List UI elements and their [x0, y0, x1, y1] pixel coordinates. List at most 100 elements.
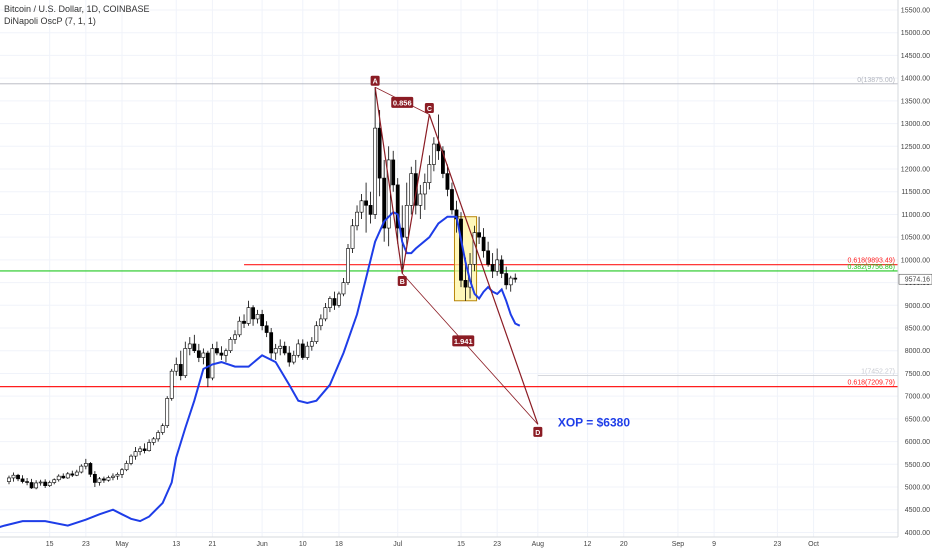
- candle-body: [29, 482, 34, 489]
- candle-body: [224, 350, 228, 356]
- y-tick-label: 14500.00: [901, 53, 930, 60]
- candle-body: [92, 474, 97, 483]
- candle-body: [160, 425, 165, 433]
- candle-body: [20, 478, 25, 482]
- y-tick-label: 4500.00: [905, 507, 930, 514]
- candle-body: [70, 473, 75, 476]
- candle-body: [138, 448, 142, 452]
- candle-body: [296, 343, 301, 356]
- y-tick-label: 10000.00: [901, 257, 930, 264]
- candle-body: [477, 232, 481, 238]
- candle-body: [264, 325, 269, 333]
- x-tick-label: 20: [620, 541, 628, 548]
- candle-body: [251, 307, 255, 320]
- candle-body: [201, 352, 206, 358]
- candle-body: [291, 354, 296, 363]
- candle-body: [147, 442, 152, 451]
- candle-body: [43, 481, 48, 486]
- candle-body: [273, 348, 278, 354]
- y-tick-label: 8500.00: [905, 326, 930, 333]
- candle-body: [215, 348, 219, 354]
- candle-body: [418, 193, 423, 206]
- x-tick-label: 21: [209, 541, 217, 548]
- pattern-point-label: D: [535, 430, 540, 437]
- candle-body: [187, 343, 192, 349]
- level-label: 1(7452.27): [861, 369, 895, 376]
- pattern-leg-BD: [401, 273, 539, 425]
- x-tick-label: 18: [335, 541, 343, 548]
- x-tick-label: Sep: [672, 541, 685, 548]
- ratio-label: 1.941: [454, 337, 473, 346]
- y-tick-label: 7500.00: [905, 371, 930, 378]
- candle-body: [115, 474, 120, 477]
- chart-grid: [0, 0, 898, 537]
- candle-body: [395, 184, 400, 229]
- candle-body: [422, 182, 427, 195]
- pattern-point-label: B: [400, 279, 405, 286]
- last-price-label: 9574.16: [905, 277, 930, 284]
- candle-body: [260, 314, 265, 327]
- candle-body: [350, 225, 355, 249]
- candle-body: [427, 164, 432, 183]
- candle-body: [373, 127, 378, 215]
- candle-body: [38, 481, 43, 484]
- x-tick-label: Oct: [808, 541, 819, 548]
- y-tick-label: 5000.00: [905, 485, 930, 492]
- candle-body: [25, 481, 29, 483]
- x-tick-label: 13: [172, 541, 180, 548]
- y-tick-label: 11500.00: [901, 189, 930, 196]
- candle-body: [328, 298, 332, 308]
- candle-body: [246, 307, 251, 324]
- candle-body: [404, 205, 409, 238]
- candle-body: [16, 474, 20, 480]
- pattern-point-badge: [397, 276, 407, 286]
- x-tick-label: 15: [46, 541, 54, 548]
- symbol-title: Bitcoin / U.S. Dollar, 1D, COINBASE: [4, 4, 150, 14]
- level-label: 0.618(7209.79): [848, 380, 895, 387]
- oscillator-line: [0, 210, 521, 529]
- candle-body: [52, 479, 57, 483]
- candle-body: [282, 345, 287, 354]
- candle-body: [300, 343, 305, 358]
- time-axis[interactable]: 15 23 May 13 21 Jun 10 18 Jul 15 23 Aug 12 20 Sep 9 23 Oc…: [0, 536, 898, 548]
- y-tick-label: 15000.00: [901, 30, 930, 37]
- candle-body: [318, 318, 323, 327]
- candle-body: [219, 352, 224, 356]
- candle-body: [508, 277, 513, 286]
- candle-body: [79, 465, 84, 473]
- y-tick-label: 6500.00: [905, 416, 930, 423]
- candle-body: [237, 320, 242, 336]
- fib-levels: 0(13875.00) 0.618(9893.49)0.382(9756.86) 1…: [0, 77, 898, 388]
- candle-body: [97, 478, 102, 483]
- candle-body: [34, 482, 39, 489]
- pattern-leg-BC: [401, 114, 430, 274]
- candle-body: [481, 236, 486, 252]
- candle-body: [323, 307, 328, 320]
- candle-body: [382, 177, 387, 229]
- candle-body: [156, 432, 161, 440]
- xabcd-pattern: A B C D 0.856 1.941 XOP = $6380: [370, 75, 630, 437]
- candle-body: [11, 474, 16, 479]
- candle-body: [364, 200, 368, 206]
- candle-body: [255, 314, 260, 320]
- candle-body: [111, 475, 115, 478]
- candle-body: [183, 348, 188, 377]
- candle-body: [409, 173, 414, 206]
- x-tick-label: 12: [584, 541, 592, 548]
- candle-body: [450, 189, 454, 211]
- candle-body: [88, 463, 93, 475]
- candle-body: [165, 398, 170, 426]
- candle-body: [359, 200, 364, 213]
- y-tick-label: 15500.00: [901, 8, 930, 15]
- candle-body: [228, 339, 233, 352]
- candle-body: [169, 370, 174, 399]
- x-tick-label: 9: [712, 541, 716, 548]
- pattern-point-label: C: [427, 106, 432, 113]
- indicator-legend: DiNapoli OscP (7, 1, 1): [4, 16, 96, 26]
- price-axis[interactable]: 4000.00 4500.00 5000.00 5500.00 6000.00 6500.…: [897, 0, 932, 537]
- candle-body: [142, 448, 147, 451]
- candle-body: [129, 455, 133, 464]
- candle-body: [314, 325, 319, 342]
- candle-body: [499, 259, 504, 274]
